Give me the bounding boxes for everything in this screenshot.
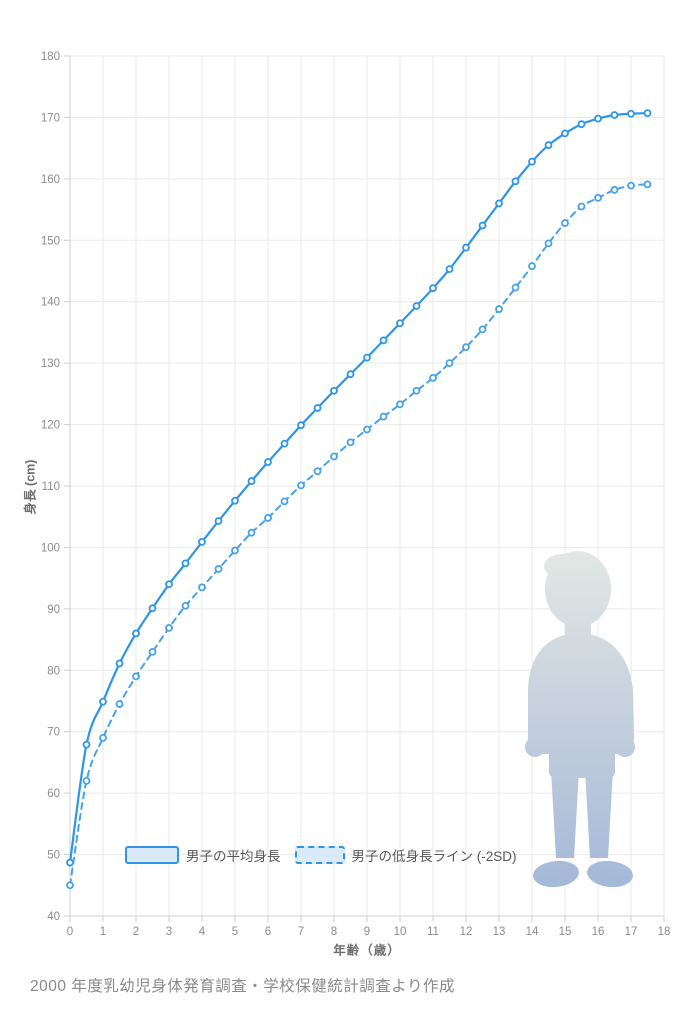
svg-text:40: 40 (47, 911, 60, 923)
legend-swatch-dashed (294, 846, 345, 864)
svg-text:9: 9 (364, 926, 370, 938)
legend-swatch-solid (125, 846, 179, 864)
svg-text:8: 8 (331, 926, 337, 938)
svg-text:11: 11 (427, 926, 439, 938)
silhouette-neck (565, 618, 591, 636)
svg-text:10: 10 (394, 926, 407, 938)
chart-legend: 男子の平均身長 男子の低身長ライン (-2SD) (125, 845, 517, 865)
svg-text:90: 90 (47, 604, 60, 616)
svg-text:50: 50 (47, 850, 60, 862)
svg-text:18: 18 (658, 926, 671, 938)
svg-text:120: 120 (41, 420, 60, 432)
silhouette-right-foot (587, 860, 633, 888)
svg-text:14: 14 (526, 926, 539, 938)
svg-text:100: 100 (41, 542, 60, 554)
svg-text:6: 6 (265, 926, 271, 938)
svg-text:160: 160 (41, 174, 60, 186)
silhouette-right-leg (585, 770, 613, 858)
svg-text:12: 12 (460, 926, 473, 938)
svg-text:170: 170 (41, 112, 60, 124)
svg-text:3: 3 (166, 926, 172, 938)
svg-text:17: 17 (625, 926, 638, 938)
svg-text:110: 110 (42, 481, 60, 493)
svg-text:16: 16 (592, 926, 605, 938)
svg-text:150: 150 (41, 235, 60, 247)
svg-text:13: 13 (493, 926, 506, 938)
silhouette-right-hand (615, 737, 635, 757)
silhouette-left-hand (525, 737, 545, 757)
silhouette-hips (549, 742, 615, 778)
source-caption: 2000 年度乳幼児身体発育調査・学校保健統計調査より作成 (30, 978, 455, 995)
svg-text:4: 4 (199, 926, 206, 938)
silhouette-left-foot (533, 860, 579, 888)
svg-text:15: 15 (559, 926, 572, 938)
svg-text:70: 70 (47, 727, 60, 739)
svg-text:180: 180 (41, 51, 60, 63)
silhouette-hair (544, 554, 580, 578)
svg-text:2: 2 (133, 926, 139, 938)
svg-text:7: 7 (298, 926, 304, 938)
svg-text:0: 0 (67, 926, 73, 938)
silhouette-left-leg (551, 770, 579, 858)
svg-text:80: 80 (47, 665, 60, 677)
svg-text:1: 1 (100, 926, 106, 938)
legend-label-minus2sd: 男子の低身長ライン (-2SD) (351, 849, 517, 864)
boy-silhouette (525, 551, 635, 888)
svg-text:130: 130 (41, 358, 60, 370)
y-axis-title: 身長 (cm) (23, 459, 38, 515)
legend-label-average: 男子の平均身長 (186, 849, 281, 864)
legend-item-minus2sd: 男子の低身長ライン (-2SD) (294, 845, 517, 865)
svg-text:60: 60 (47, 788, 60, 800)
svg-text:140: 140 (41, 297, 60, 309)
legend-item-average: 男子の平均身長 (125, 845, 281, 865)
silhouette-torso (527, 633, 634, 754)
x-axis-title: 年齢（歳） (333, 943, 401, 958)
svg-text:5: 5 (232, 926, 238, 938)
